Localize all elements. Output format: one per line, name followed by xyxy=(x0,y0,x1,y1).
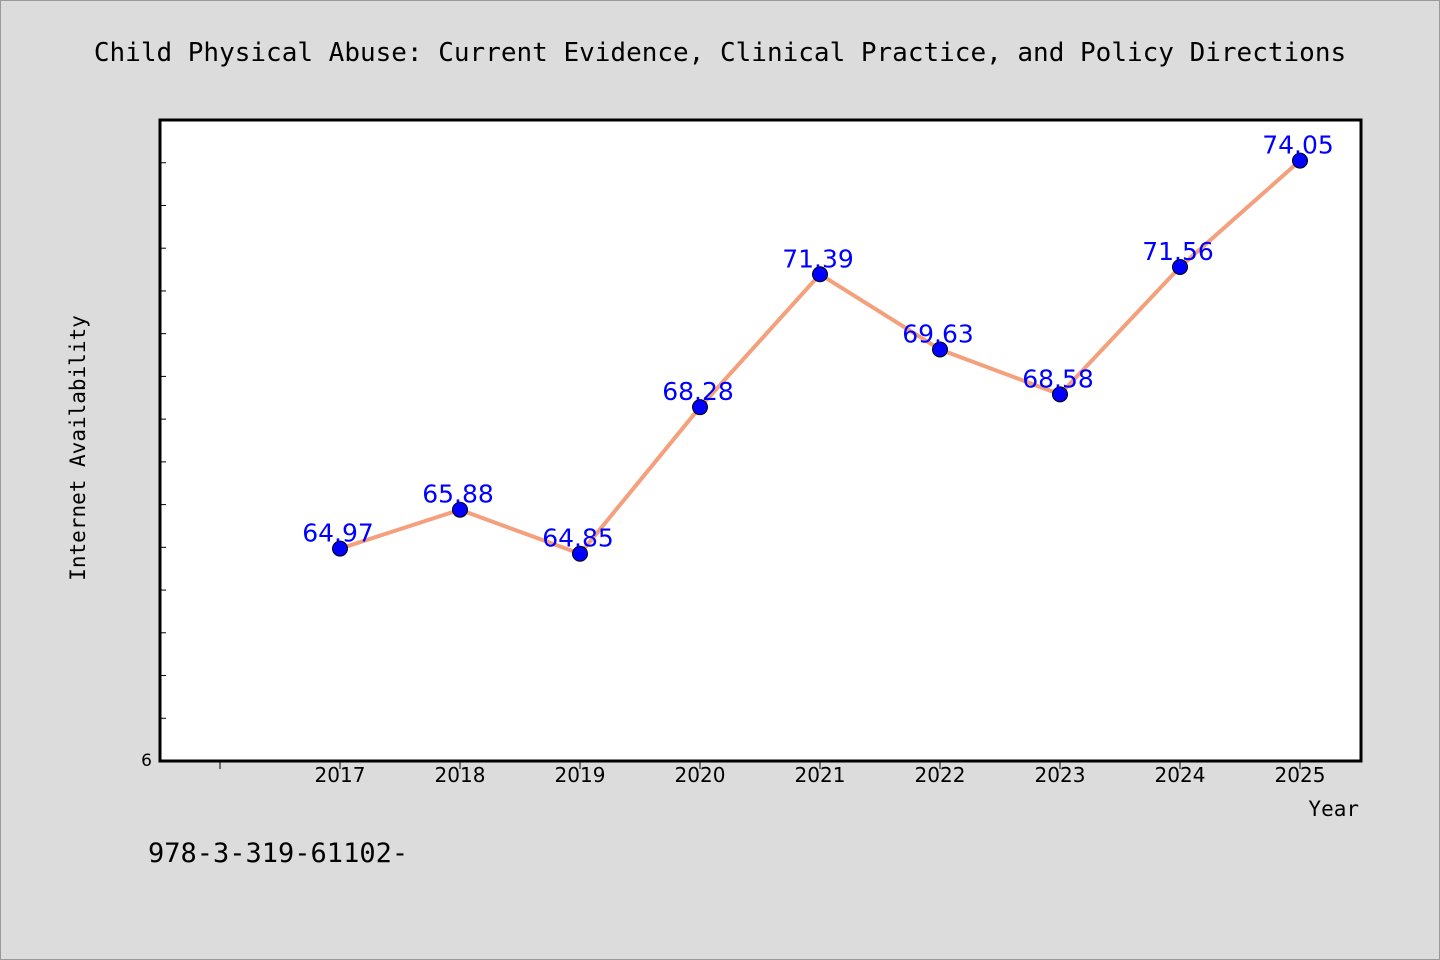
y-axis-ticks xyxy=(160,119,166,719)
x-tick-label: 2020 xyxy=(675,763,726,787)
data-point xyxy=(452,501,468,518)
data-label: 68.28 xyxy=(662,377,734,406)
data-label: 71.56 xyxy=(1142,237,1214,266)
data-label: 65.88 xyxy=(422,480,494,509)
x-tick-label: 2022 xyxy=(915,763,966,787)
x-axis-label: Year xyxy=(1308,797,1359,821)
data-point xyxy=(1052,386,1068,403)
data-label: 74.05 xyxy=(1262,131,1334,160)
x-axis-ticks: 2017 2018 2019 2020 2021 2022 2023 2024 2025 xyxy=(219,761,1326,787)
data-label: 69.63 xyxy=(902,319,974,348)
data-point xyxy=(1172,259,1188,276)
data-label: 71.39 xyxy=(782,244,854,273)
data-point xyxy=(812,266,828,283)
y-tick-label: 6 xyxy=(141,751,152,771)
x-tick-label: 2017 xyxy=(315,763,366,787)
x-tick-label: 2025 xyxy=(1275,763,1326,787)
x-tick-label: 2023 xyxy=(1035,763,1086,787)
data-point xyxy=(932,341,948,358)
data-point xyxy=(692,399,708,416)
data-point xyxy=(332,540,348,557)
data-labels: 64.97 65.88 64.85 68.28 71.39 69.63 68.58 71.56… xyxy=(302,131,1334,553)
chart-title: Child Physical Abuse: Current Evidence, … xyxy=(94,38,1346,68)
data-points xyxy=(332,152,1308,562)
y-axis-label: Internet Availability xyxy=(66,315,90,581)
x-tick-label: 2019 xyxy=(555,763,606,787)
footer-text: 978-3-319-61102- xyxy=(148,838,408,869)
x-tick-label: 2021 xyxy=(795,763,846,787)
x-tick-label: 2024 xyxy=(1155,763,1206,787)
x-tick-label: 2018 xyxy=(435,763,486,787)
data-label: 64.97 xyxy=(302,519,374,548)
data-label: 68.58 xyxy=(1022,364,1094,393)
plot-area xyxy=(158,118,1363,763)
data-label: 64.85 xyxy=(542,524,614,553)
data-point xyxy=(572,545,588,562)
data-point xyxy=(1292,152,1308,169)
